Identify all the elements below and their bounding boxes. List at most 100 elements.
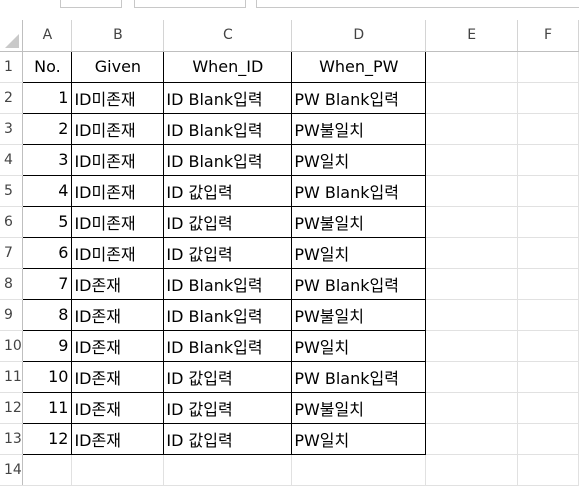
cell-b11[interactable]: ID존재 [71,360,165,393]
row-header[interactable]: 13 [0,423,24,455]
row-header[interactable]: 4 [0,144,24,176]
cell-e6[interactable] [425,206,519,238]
cell-d3[interactable]: PW불일치 [291,112,427,145]
cell-f4[interactable] [517,144,579,176]
cell-c6[interactable]: ID 값입력 [163,205,293,238]
cell-c4[interactable]: ID Blank입력 [163,143,293,176]
row-header[interactable]: 11 [0,361,24,393]
cell-c7[interactable]: ID 값입력 [163,236,293,269]
cell-d6[interactable]: PW불일치 [291,205,427,238]
cell-b13[interactable]: ID존재 [71,422,165,455]
cell-d9[interactable]: PW불일치 [291,298,427,331]
cell-f12[interactable] [517,392,579,424]
cell-f9[interactable] [517,299,579,331]
cell-e3[interactable] [425,113,519,145]
cell-d11[interactable]: PW Blank입력 [291,360,427,393]
column-header-e[interactable]: E [425,20,519,52]
cell-a10[interactable]: 9 [22,329,73,362]
cell-a4[interactable]: 3 [22,143,73,176]
cell-c8[interactable]: ID Blank입력 [163,267,293,300]
cell-b4[interactable]: ID미존재 [71,143,165,176]
cell-f3[interactable] [517,113,579,145]
cell-b3[interactable]: ID미존재 [71,112,165,145]
cell-e7[interactable] [425,237,519,269]
cell-f10[interactable] [517,330,579,362]
row-header[interactable]: 7 [0,237,24,269]
cell-e14[interactable] [425,454,519,486]
cell-c12[interactable]: ID 값입력 [163,391,293,424]
row-header[interactable]: 8 [0,268,24,300]
cell-d1[interactable]: When_PW [291,50,427,83]
cell-e13[interactable] [425,423,519,455]
cell-c1[interactable]: When_ID [163,50,293,83]
cell-b1[interactable]: Given [71,50,165,83]
column-header-c[interactable]: C [163,20,293,52]
cell-e9[interactable] [425,299,519,331]
cell-d2[interactable]: PW Blank입력 [291,81,427,114]
cell-f6[interactable] [517,206,579,238]
cell-a14[interactable] [22,454,73,486]
cell-f11[interactable] [517,361,579,393]
column-header-d[interactable]: D [291,20,427,52]
cell-b8[interactable]: ID존재 [71,267,165,300]
cell-e10[interactable] [425,330,519,362]
cell-b7[interactable]: ID미존재 [71,236,165,269]
cell-b2[interactable]: ID미존재 [71,81,165,114]
cell-a11[interactable]: 10 [22,360,73,393]
cell-a2[interactable]: 1 [22,81,73,114]
cell-f14[interactable] [517,454,579,486]
row-header[interactable]: 1 [0,51,24,83]
cell-a1[interactable]: No. [22,50,73,83]
column-header-a[interactable]: A [22,20,73,52]
cell-d10[interactable]: PW일치 [291,329,427,362]
cell-a8[interactable]: 7 [22,267,73,300]
cell-a12[interactable]: 11 [22,391,73,424]
cell-d4[interactable]: PW일치 [291,143,427,176]
cell-a9[interactable]: 8 [22,298,73,331]
cell-b9[interactable]: ID존재 [71,298,165,331]
column-header-b[interactable]: B [71,20,165,52]
cell-c14[interactable] [163,454,293,486]
cell-a3[interactable]: 2 [22,112,73,145]
cell-e11[interactable] [425,361,519,393]
cell-b12[interactable]: ID존재 [71,391,165,424]
cell-d8[interactable]: PW Blank입력 [291,267,427,300]
cell-f1[interactable] [517,51,579,83]
row-header[interactable]: 2 [0,82,24,114]
cell-b14[interactable] [71,454,165,486]
row-header[interactable]: 12 [0,392,24,424]
cell-e4[interactable] [425,144,519,176]
cell-d12[interactable]: PW불일치 [291,391,427,424]
cell-a6[interactable]: 5 [22,205,73,238]
cell-c11[interactable]: ID 값입력 [163,360,293,393]
row-header[interactable]: 3 [0,113,24,145]
cell-b10[interactable]: ID존재 [71,329,165,362]
cell-e8[interactable] [425,268,519,300]
cell-c13[interactable]: ID 값입력 [163,422,293,455]
cell-a7[interactable]: 6 [22,236,73,269]
cell-c9[interactable]: ID Blank입력 [163,298,293,331]
cell-d14[interactable] [291,454,427,486]
cell-f5[interactable] [517,175,579,207]
cell-f8[interactable] [517,268,579,300]
cell-d5[interactable]: PW Blank입력 [291,174,427,207]
cell-e2[interactable] [425,82,519,114]
cell-a13[interactable]: 12 [22,422,73,455]
select-all-corner[interactable] [0,20,24,52]
column-header-f[interactable]: F [517,20,579,52]
cell-e5[interactable] [425,175,519,207]
cell-f2[interactable] [517,82,579,114]
row-header[interactable]: 6 [0,206,24,238]
row-header[interactable]: 10 [0,330,24,362]
cell-c10[interactable]: ID Blank입력 [163,329,293,362]
cell-b6[interactable]: ID미존재 [71,205,165,238]
cell-c3[interactable]: ID Blank입력 [163,112,293,145]
row-header[interactable]: 14 [0,454,24,486]
cell-a5[interactable]: 4 [22,174,73,207]
cell-f13[interactable] [517,423,579,455]
cell-c5[interactable]: ID 값입력 [163,174,293,207]
cell-b5[interactable]: ID미존재 [71,174,165,207]
cell-e1[interactable] [425,51,519,83]
cell-f7[interactable] [517,237,579,269]
cell-d7[interactable]: PW일치 [291,236,427,269]
